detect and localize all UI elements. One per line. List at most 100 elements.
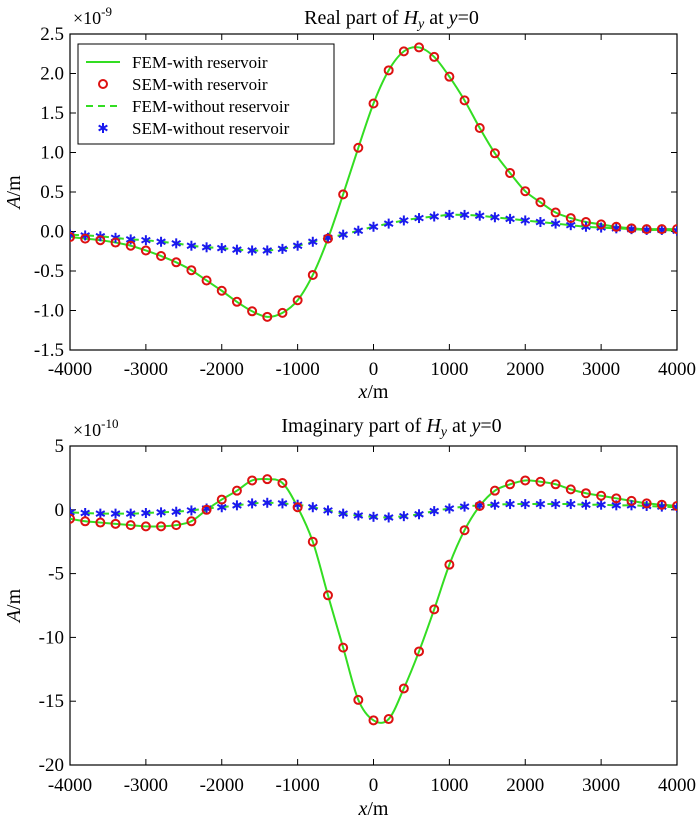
- sem-with-marker: [322, 590, 333, 601]
- sem-with-marker: [140, 245, 151, 256]
- sem-with-marker: [216, 285, 227, 296]
- sem-without-marker: [323, 505, 333, 516]
- sem-without-marker: [490, 212, 500, 223]
- asterisk-stroke: [368, 223, 379, 231]
- sem-with-marker: [307, 269, 318, 280]
- sem-with-marker: [474, 123, 485, 134]
- x-tick-label: -4000: [48, 775, 92, 796]
- asterisk-stroke: [550, 220, 561, 227]
- sem-with-marker: [459, 525, 470, 536]
- asterisk-stroke: [459, 211, 470, 219]
- asterisk-stroke: [383, 220, 394, 227]
- sem-with-marker: [171, 520, 182, 531]
- sem-with-marker: [353, 694, 364, 705]
- asterisk-stroke: [444, 211, 455, 219]
- asterisk-stroke: [611, 501, 622, 509]
- sem-without-marker: [141, 235, 151, 246]
- asterisk-stroke: [80, 509, 91, 517]
- legend-label: SEM-without reservoir: [132, 119, 290, 138]
- sem-without-marker: [596, 499, 606, 510]
- sem-without-marker: [383, 512, 394, 523]
- sem-with-marker: [383, 65, 394, 76]
- sem-with-marker: [70, 232, 75, 243]
- sem-with-marker: [611, 493, 622, 504]
- asterisk-stroke: [338, 510, 348, 517]
- x-label-var: x: [357, 381, 367, 403]
- title-var: H: [403, 7, 420, 29]
- title-text-end: =0: [480, 415, 501, 437]
- sem-with-marker: [444, 71, 455, 82]
- sem-with-marker: [641, 498, 652, 509]
- x-tick-label: 1000: [430, 359, 468, 380]
- y-tick-label: 2.5: [40, 24, 64, 45]
- chart-title: Imaginary part of Hy at y=0: [281, 415, 501, 440]
- asterisk-stroke: [353, 227, 364, 235]
- sem-with-marker: [186, 265, 197, 276]
- asterisk-stroke: [262, 499, 273, 507]
- sem-with-marker: [626, 223, 637, 234]
- sem-with-marker: [656, 224, 667, 235]
- asterisk-stroke: [201, 243, 212, 251]
- sem-with-marker: [398, 683, 409, 694]
- asterisk-stroke: [414, 214, 424, 222]
- sem-with-marker: [672, 500, 677, 511]
- sem-with-marker: [444, 559, 455, 570]
- asterisk-stroke: [156, 238, 166, 246]
- asterisk-stroke: [490, 501, 500, 509]
- sem-with-marker: [262, 311, 273, 322]
- asterisk-stroke: [429, 507, 440, 515]
- sem-with-marker: [201, 504, 212, 515]
- sem-with-marker: [414, 646, 425, 657]
- sem-without-marker: [232, 244, 242, 255]
- sem-without-marker: [247, 498, 257, 509]
- y-tick-label: -15: [39, 691, 64, 712]
- sem-with-marker: [474, 500, 485, 511]
- sem-with-marker: [247, 306, 258, 317]
- sem-without-marker: [171, 506, 182, 517]
- sem-without-marker: [444, 503, 455, 514]
- asterisk-stroke: [520, 217, 531, 224]
- asterisk-stroke: [368, 513, 379, 521]
- sem-with-marker: [186, 516, 197, 527]
- sem-without-marker: [156, 236, 166, 247]
- asterisk-stroke: [125, 236, 136, 243]
- asterisk-stroke: [474, 212, 485, 220]
- sem-without-marker: [459, 209, 470, 220]
- sem-with-marker: [550, 479, 561, 490]
- x-tick-label: -1000: [275, 775, 319, 796]
- sem-without-marker: [125, 234, 136, 245]
- sem-without-marker: [490, 499, 500, 510]
- sem-with-marker: [292, 295, 303, 306]
- asterisk-stroke: [535, 500, 546, 508]
- x-tick-label: 2000: [506, 359, 544, 380]
- y-label-var: A: [3, 609, 25, 624]
- title-y-var: y: [469, 415, 480, 437]
- x-tick-label: -2000: [200, 359, 244, 380]
- exponent-base: ×10: [73, 8, 101, 28]
- sem-with-marker: [489, 485, 500, 496]
- y-tick-label: -20: [39, 755, 64, 776]
- sem-with-marker: [353, 142, 364, 153]
- sem-with-marker: [262, 474, 273, 485]
- y-tick-label: 2.0: [40, 64, 64, 85]
- sem-without-marker: [141, 507, 151, 518]
- sem-without-marker: [232, 500, 242, 511]
- sem-with-marker: [277, 478, 288, 488]
- sem-with-marker: [656, 499, 667, 510]
- sem-with-marker: [596, 490, 607, 501]
- sem-without-marker: [262, 497, 273, 508]
- sem-without-marker: [505, 499, 515, 510]
- sem-with-marker: [201, 275, 212, 286]
- sem-with-marker: [596, 219, 607, 230]
- legend-sem-without-swatch: [98, 123, 108, 133]
- sem-with-marker: [505, 479, 516, 490]
- x-tick-label: 4000: [658, 775, 696, 796]
- sem-with-marker: [672, 224, 677, 235]
- sem-without-marker: [444, 209, 455, 220]
- x-tick-label: 2000: [506, 775, 544, 796]
- asterisk-stroke: [641, 502, 652, 510]
- sem-with-marker: [110, 518, 121, 529]
- sem-with-marker: [489, 148, 500, 159]
- asterisk-stroke: [216, 503, 227, 511]
- sem-without-marker: [70, 507, 75, 518]
